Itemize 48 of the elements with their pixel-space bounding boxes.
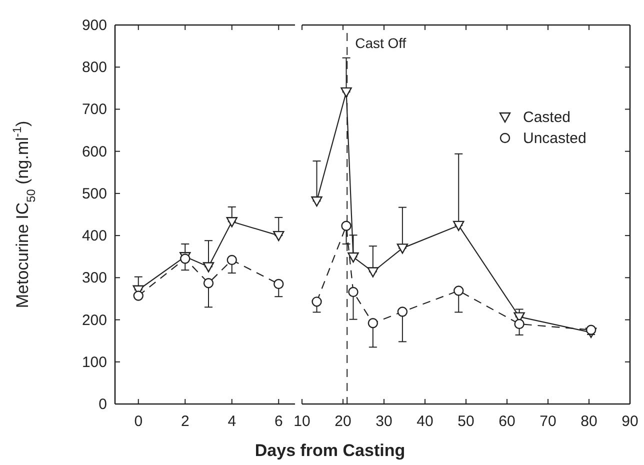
point [202, 262, 214, 272]
point [348, 286, 358, 298]
legend-label: Uncasted [523, 130, 586, 147]
point [396, 244, 408, 254]
point [341, 220, 352, 231]
x-tick-label: 90 [622, 413, 638, 430]
point [311, 196, 322, 207]
point [586, 324, 596, 335]
point [226, 217, 238, 228]
x-tick-label: 4 [228, 413, 236, 430]
y-tick-label: 200 [82, 312, 107, 329]
point [312, 296, 322, 307]
x-tick-label: 50 [458, 413, 474, 430]
point [453, 220, 464, 232]
point [274, 278, 284, 290]
x-tick-label: 30 [376, 413, 392, 430]
point [348, 252, 359, 263]
point [273, 230, 284, 242]
x-tick-label: 60 [498, 413, 516, 430]
x-tick-label: 0 [134, 413, 143, 430]
point [367, 267, 379, 278]
point [368, 318, 378, 328]
point [454, 286, 464, 296]
y-tick-label: 700 [82, 101, 107, 118]
y-tick-label: 600 [82, 143, 107, 160]
x-tick-label: 80 [580, 413, 598, 430]
y-tick-label: 500 [82, 185, 107, 202]
y-tick-label: 100 [82, 354, 107, 371]
x-axis-title: Days from Casting [254, 441, 406, 460]
point [133, 290, 144, 301]
y-tick-label: 400 [82, 228, 107, 245]
y-tick-label: 0 [98, 396, 107, 413]
point [397, 306, 408, 317]
point [340, 87, 352, 98]
x-tick-label: 40 [416, 413, 434, 430]
x-tick-label: 2 [180, 413, 190, 430]
x-tick-label: 6 [274, 413, 283, 430]
x-tick-label: 70 [540, 413, 556, 430]
legend-label: Casted [523, 109, 571, 126]
point [514, 318, 524, 330]
y-tick-label: 800 [82, 59, 107, 76]
x-tick-label: 10 [294, 413, 310, 430]
y-tick-label: 300 [82, 270, 107, 287]
ref-line-label: Cast Off [355, 35, 406, 51]
point [226, 254, 237, 266]
x-tick-label: 20 [334, 413, 352, 430]
y-tick-label: 900 [82, 17, 107, 34]
point [203, 278, 214, 288]
